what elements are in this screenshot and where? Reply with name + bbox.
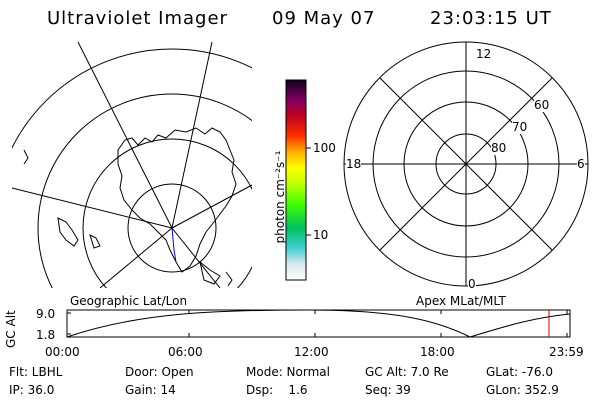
time-tick-1200: 12:00: [294, 345, 329, 359]
colorbar-tick-10: 10: [313, 228, 329, 242]
time-label: 23:03:15 UT: [430, 8, 552, 29]
info-seq: Seq: 39: [365, 383, 411, 397]
info-door: Door: Open: [125, 365, 194, 379]
instrument-title: Ultraviolet Imager: [47, 8, 228, 29]
altitude-ytick-1-8: 1.8: [36, 328, 56, 342]
info-glon: GLon: 352.9: [486, 383, 559, 397]
mlt-label-6: 6: [577, 157, 585, 171]
apex-caption: Apex MLat/MLT: [416, 294, 506, 308]
info-filter: Flt: LBHL: [9, 365, 63, 379]
info-gain: Gain: 14: [125, 383, 176, 397]
mlat-label-70: 70: [512, 120, 528, 134]
altitude-ytick-9: 9.0: [36, 307, 56, 321]
altitude-ylabel: GC Alt: [4, 310, 18, 348]
info-gc-alt: GC Alt: 7.0 Re: [365, 365, 449, 379]
time-tick-0000: 00:00: [45, 345, 80, 359]
date-label: 09 May 07: [272, 8, 376, 29]
mlt-label-12: 12: [476, 47, 492, 61]
info-dsp: Dsp: 1.6: [246, 383, 308, 397]
mlat-label-80: 80: [491, 141, 507, 155]
geographic-caption: Geographic Lat/Lon: [70, 294, 188, 308]
mlt-label-0: 0: [468, 277, 476, 291]
mlt-label-18: 18: [346, 157, 362, 171]
time-tick-1800: 18:00: [420, 345, 455, 359]
time-tick-0600: 06:00: [168, 345, 203, 359]
colorbar-tick-100: 100: [313, 141, 336, 155]
info-ip: IP: 36.0: [9, 383, 55, 397]
info-glat: GLat: -76.0: [486, 365, 553, 379]
mlat-label-60: 60: [534, 98, 550, 112]
time-tick-2359: 23:59: [549, 345, 584, 359]
info-mode: Mode: Normal: [246, 365, 330, 379]
